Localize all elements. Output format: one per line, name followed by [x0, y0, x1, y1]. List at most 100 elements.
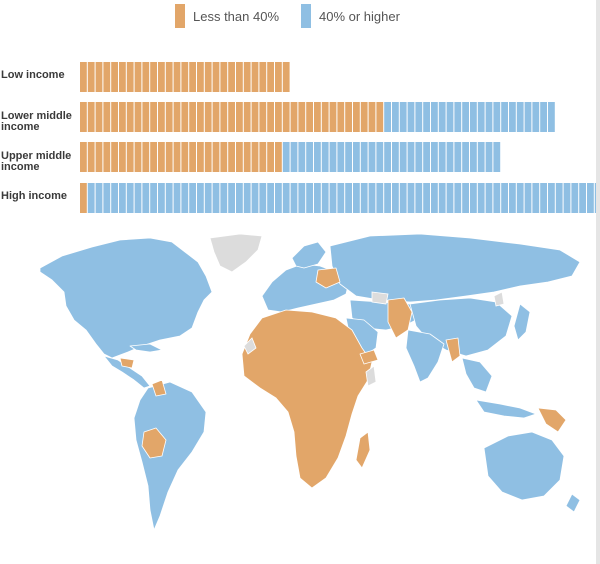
bar-segment-less-than-40	[150, 102, 157, 132]
map-greenland	[209, 233, 263, 273]
bar-segment-40-or-higher	[392, 183, 399, 213]
bar-segment-40-or-higher	[516, 183, 524, 213]
right-edge-strip	[596, 0, 600, 564]
bar-segment-40-or-higher	[501, 102, 508, 132]
bar-segment-40-or-higher	[415, 142, 423, 172]
legend: Less than 40% 40% or higher	[0, 4, 600, 28]
bar-segment-less-than-40	[282, 62, 290, 92]
bar-segment-40-or-higher	[181, 183, 189, 213]
bar-segment-40-or-higher	[259, 183, 267, 213]
bar-segment-40-or-higher	[376, 142, 384, 172]
bar-segment-less-than-40	[321, 102, 329, 132]
bar-segment-40-or-higher	[431, 183, 438, 213]
bar-segment-40-or-higher	[477, 183, 485, 213]
bar-segment-40-or-higher	[298, 142, 306, 172]
bar-segment-40-or-higher	[329, 142, 337, 172]
map-yemen	[359, 349, 379, 365]
bar-segment-less-than-40	[236, 62, 243, 92]
bar-segment-40-or-higher	[368, 142, 376, 172]
bar-segment-less-than-40	[142, 62, 150, 92]
bar-segment-40-or-higher	[579, 183, 586, 213]
bar-segment-less-than-40	[158, 102, 165, 132]
bar-segment-40-or-higher	[384, 183, 391, 213]
bar-segment-40-or-higher	[353, 142, 360, 172]
bar-segment-40-or-higher	[290, 142, 298, 172]
bar-segment-40-or-higher	[150, 183, 157, 213]
map-russia	[329, 233, 581, 303]
bar-segment-less-than-40	[360, 102, 368, 132]
bar-segment-less-than-40	[134, 142, 142, 172]
bar-segment-40-or-higher	[337, 142, 345, 172]
bar-segment-40-or-higher	[228, 183, 235, 213]
bar-segment-40-or-higher	[470, 142, 477, 172]
bar-segment-40-or-higher	[524, 183, 532, 213]
bar-segment-40-or-higher	[306, 142, 313, 172]
bar-segment-40-or-higher	[485, 102, 493, 132]
bar-segment-less-than-40	[150, 142, 157, 172]
bar-segment-less-than-40	[158, 62, 165, 92]
bar-segment-less-than-40	[197, 142, 204, 172]
bar-segment-less-than-40	[111, 62, 118, 92]
legend-label-less-than-40: Less than 40%	[193, 8, 280, 24]
bar-segment-40-or-higher	[158, 183, 165, 213]
bar-segment-40-or-higher	[431, 102, 438, 132]
bar-segment-40-or-higher	[454, 183, 462, 213]
bar-segment-less-than-40	[111, 142, 118, 172]
bar-segment-40-or-higher	[516, 102, 524, 132]
bar-segment-less-than-40	[80, 62, 87, 92]
category-label-upper-middle-income: Upper middle income	[1, 150, 72, 173]
bar-segment-less-than-40	[368, 102, 376, 132]
bar-segment-40-or-higher	[415, 183, 423, 213]
bar-segment-40-or-higher	[470, 183, 477, 213]
bar-segment-40-or-higher	[548, 102, 555, 132]
bar-segment-less-than-40	[220, 142, 228, 172]
bar-segment-less-than-40	[181, 62, 189, 92]
bar-segment-less-than-40	[119, 102, 126, 132]
bar-segment-less-than-40	[275, 62, 282, 92]
bar-segment-less-than-40	[329, 102, 337, 132]
legend-item-less-than-40: Less than 40%	[175, 4, 279, 28]
bar-segment-40-or-higher	[446, 183, 454, 213]
bar-segment-less-than-40	[80, 183, 87, 213]
bar-segment-less-than-40	[267, 142, 274, 172]
bar-segment-40-or-higher	[103, 183, 111, 213]
bar-segment-40-or-higher	[407, 142, 415, 172]
bar-segment-less-than-40	[165, 142, 173, 172]
map-western-sahara	[243, 337, 257, 355]
bar-segment-40-or-higher	[485, 183, 493, 213]
map-caribbean	[129, 343, 163, 353]
bar-segment-40-or-higher	[360, 142, 368, 172]
bar-segment-40-or-higher	[477, 102, 485, 132]
bar-segment-40-or-higher	[165, 183, 173, 213]
map-madagascar	[355, 431, 371, 469]
bar-segment-less-than-40	[173, 102, 181, 132]
bar-segment-40-or-higher	[438, 142, 446, 172]
bar-segment-less-than-40	[376, 102, 384, 132]
bar-segment-40-or-higher	[142, 183, 150, 213]
bar-segment-40-or-higher	[462, 142, 469, 172]
category-label-high-income: High income	[1, 190, 68, 202]
bar-segment-40-or-higher	[540, 102, 547, 132]
map-somalia	[365, 365, 377, 387]
bar-segment-less-than-40	[267, 102, 274, 132]
bar-segment-less-than-40	[228, 102, 235, 132]
bar-segment-less-than-40	[142, 142, 150, 172]
bar-segment-40-or-higher	[446, 102, 454, 132]
bar-segment-40-or-higher	[462, 183, 469, 213]
bar-segment-less-than-40	[243, 62, 251, 92]
bar-segment-less-than-40	[204, 142, 212, 172]
bar-segment-40-or-higher	[243, 183, 251, 213]
bar-segment-less-than-40	[236, 142, 243, 172]
bar-segment-less-than-40	[80, 142, 87, 172]
bar-segment-40-or-higher	[587, 183, 594, 213]
bar-segment-less-than-40	[197, 102, 204, 132]
bar-segment-less-than-40	[142, 102, 150, 132]
bar-segment-40-or-higher	[345, 183, 352, 213]
map-north-america	[39, 237, 213, 359]
map-myanmar	[445, 337, 461, 363]
bar-segment-40-or-higher	[431, 142, 438, 172]
bar-segment-less-than-40	[259, 102, 267, 132]
legend-swatch-orange	[175, 4, 185, 28]
bar-segment-40-or-higher	[555, 183, 563, 213]
bar-segment-40-or-higher	[360, 183, 368, 213]
